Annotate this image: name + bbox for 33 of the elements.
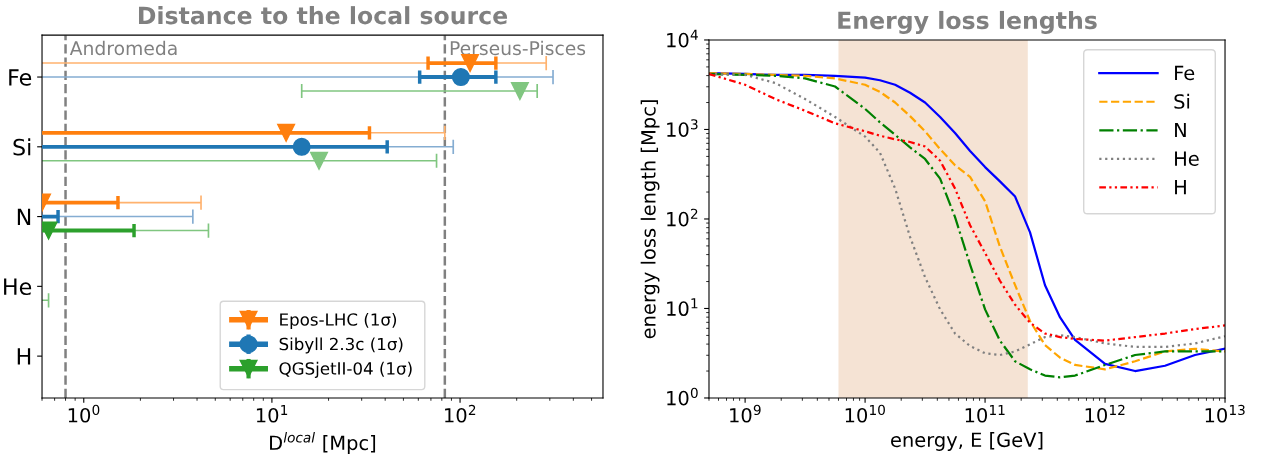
x-tick-label: 10$^{0}$: [68, 404, 100, 423]
y-tick-label: 10$^{1}$: [667, 298, 698, 317]
x-axis-title: energy, E [GeV]: [891, 432, 1043, 451]
ref-line-label: Perseus-Pisces: [450, 40, 586, 56]
x-tick-label: 10$^{10}$: [845, 404, 885, 423]
y-axis-title: energy loss length [Mpc]: [640, 100, 660, 339]
y-tick-label: 10$^{0}$: [667, 387, 698, 406]
ref-line-label: Andromeda: [69, 40, 177, 56]
legend-label: Si: [1174, 93, 1190, 109]
legend-label: Sibyll 2.3c (1σ): [279, 337, 403, 354]
y-tick-label: 10$^{4}$: [667, 29, 698, 48]
legend-label: He: [1175, 151, 1199, 166]
y-tick-label: Si: [13, 138, 31, 156]
chart-title: Distance to the local source: [138, 6, 508, 25]
legend-label: QGSjetII-04 (1σ): [279, 361, 412, 378]
y-tick-label: H: [17, 348, 31, 365]
x-tick-label: 10$^{13}$: [1205, 404, 1245, 423]
x-tick-label: 10$^{11}$: [965, 404, 1005, 423]
legend-label: H: [1175, 180, 1186, 195]
legend-label: Fe: [1175, 65, 1195, 81]
y-tick-label: 10$^{3}$: [667, 119, 698, 137]
x-tick-label: 10$^{12}$: [1085, 404, 1125, 423]
y-tick-label: Fe: [9, 69, 32, 86]
y-tick-label: 10$^{2}$: [667, 208, 698, 227]
x-tick-label: 10$^{1}$: [256, 404, 288, 423]
y-tick-label: N: [17, 208, 31, 226]
y-tick-label: He: [4, 278, 32, 296]
legend-label: N: [1175, 122, 1186, 138]
x-tick-label: 10$^{2}$: [445, 404, 476, 423]
x-tick-label: 10$^{9}$: [730, 404, 761, 423]
legend-label: Epos-LHC (1σ): [280, 312, 397, 330]
x-axis-title: D$^{local}$ [Mpc]: [270, 432, 376, 454]
chart-title: Energy loss lengths: [838, 10, 1097, 34]
